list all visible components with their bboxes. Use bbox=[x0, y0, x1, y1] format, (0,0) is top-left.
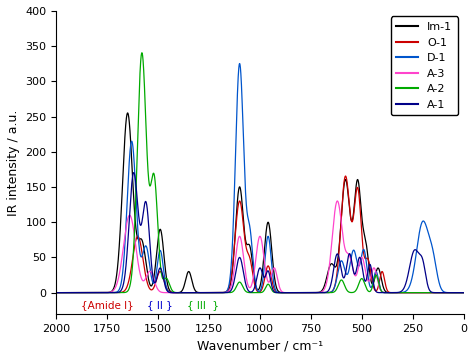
D-1 bbox=[321, 290, 327, 295]
A-3 bbox=[363, 268, 368, 272]
Y-axis label: IR intensity / a.u.: IR intensity / a.u. bbox=[7, 109, 20, 215]
Im-1 bbox=[363, 236, 368, 241]
Text: {Amide I}: {Amide I} bbox=[81, 300, 134, 310]
A-1 bbox=[207, 290, 212, 295]
A-2 bbox=[43, 290, 49, 295]
D-1 bbox=[471, 290, 474, 295]
A-3 bbox=[335, 199, 340, 203]
O-1 bbox=[300, 290, 305, 295]
D-1 bbox=[395, 290, 401, 295]
A-3 bbox=[395, 290, 401, 295]
A-1 bbox=[363, 279, 368, 283]
Im-1 bbox=[207, 290, 212, 295]
A-2 bbox=[321, 290, 327, 295]
A-1 bbox=[321, 290, 327, 295]
Line: A-1: A-1 bbox=[46, 173, 474, 293]
X-axis label: Wavenumber / cm⁻¹: Wavenumber / cm⁻¹ bbox=[197, 339, 323, 352]
D-1 bbox=[237, 61, 243, 66]
Line: O-1: O-1 bbox=[46, 176, 474, 293]
A-1 bbox=[395, 290, 401, 295]
O-1 bbox=[121, 289, 127, 294]
Text: { III  }: { III } bbox=[187, 300, 219, 310]
Im-1 bbox=[471, 290, 474, 295]
Im-1 bbox=[125, 111, 130, 115]
A-2 bbox=[121, 290, 127, 295]
O-1 bbox=[363, 256, 368, 261]
Line: D-1: D-1 bbox=[46, 64, 474, 293]
A-1 bbox=[131, 171, 137, 175]
A-2 bbox=[207, 290, 212, 295]
Im-1 bbox=[43, 290, 49, 295]
Legend: Im-1, O-1, D-1, A-3, A-2, A-1: Im-1, O-1, D-1, A-3, A-2, A-1 bbox=[391, 17, 458, 115]
Line: A-3: A-3 bbox=[46, 201, 474, 293]
A-1 bbox=[471, 290, 474, 295]
O-1 bbox=[43, 290, 49, 295]
Im-1 bbox=[321, 284, 327, 288]
O-1 bbox=[343, 174, 348, 178]
A-3 bbox=[321, 287, 327, 292]
O-1 bbox=[321, 290, 327, 295]
D-1 bbox=[363, 253, 368, 257]
A-3 bbox=[471, 290, 474, 295]
A-3 bbox=[121, 241, 127, 246]
A-1 bbox=[300, 290, 306, 295]
A-2 bbox=[300, 290, 306, 295]
A-1 bbox=[121, 280, 127, 284]
Line: Im-1: Im-1 bbox=[46, 113, 474, 293]
O-1 bbox=[471, 290, 474, 295]
A-2 bbox=[363, 283, 368, 288]
Im-1 bbox=[300, 290, 306, 295]
D-1 bbox=[121, 258, 127, 262]
A-3 bbox=[43, 290, 49, 295]
A-2 bbox=[139, 51, 145, 55]
Line: A-2: A-2 bbox=[46, 53, 474, 293]
Im-1 bbox=[395, 290, 401, 295]
D-1 bbox=[207, 290, 212, 295]
O-1 bbox=[207, 290, 212, 295]
Im-1 bbox=[121, 154, 127, 158]
Text: { II }: { II } bbox=[147, 300, 173, 310]
A-2 bbox=[395, 290, 401, 295]
A-3 bbox=[300, 290, 305, 295]
D-1 bbox=[300, 290, 306, 295]
A-3 bbox=[207, 290, 212, 295]
O-1 bbox=[395, 290, 401, 295]
A-1 bbox=[43, 290, 49, 295]
A-2 bbox=[471, 290, 474, 295]
D-1 bbox=[43, 290, 49, 295]
